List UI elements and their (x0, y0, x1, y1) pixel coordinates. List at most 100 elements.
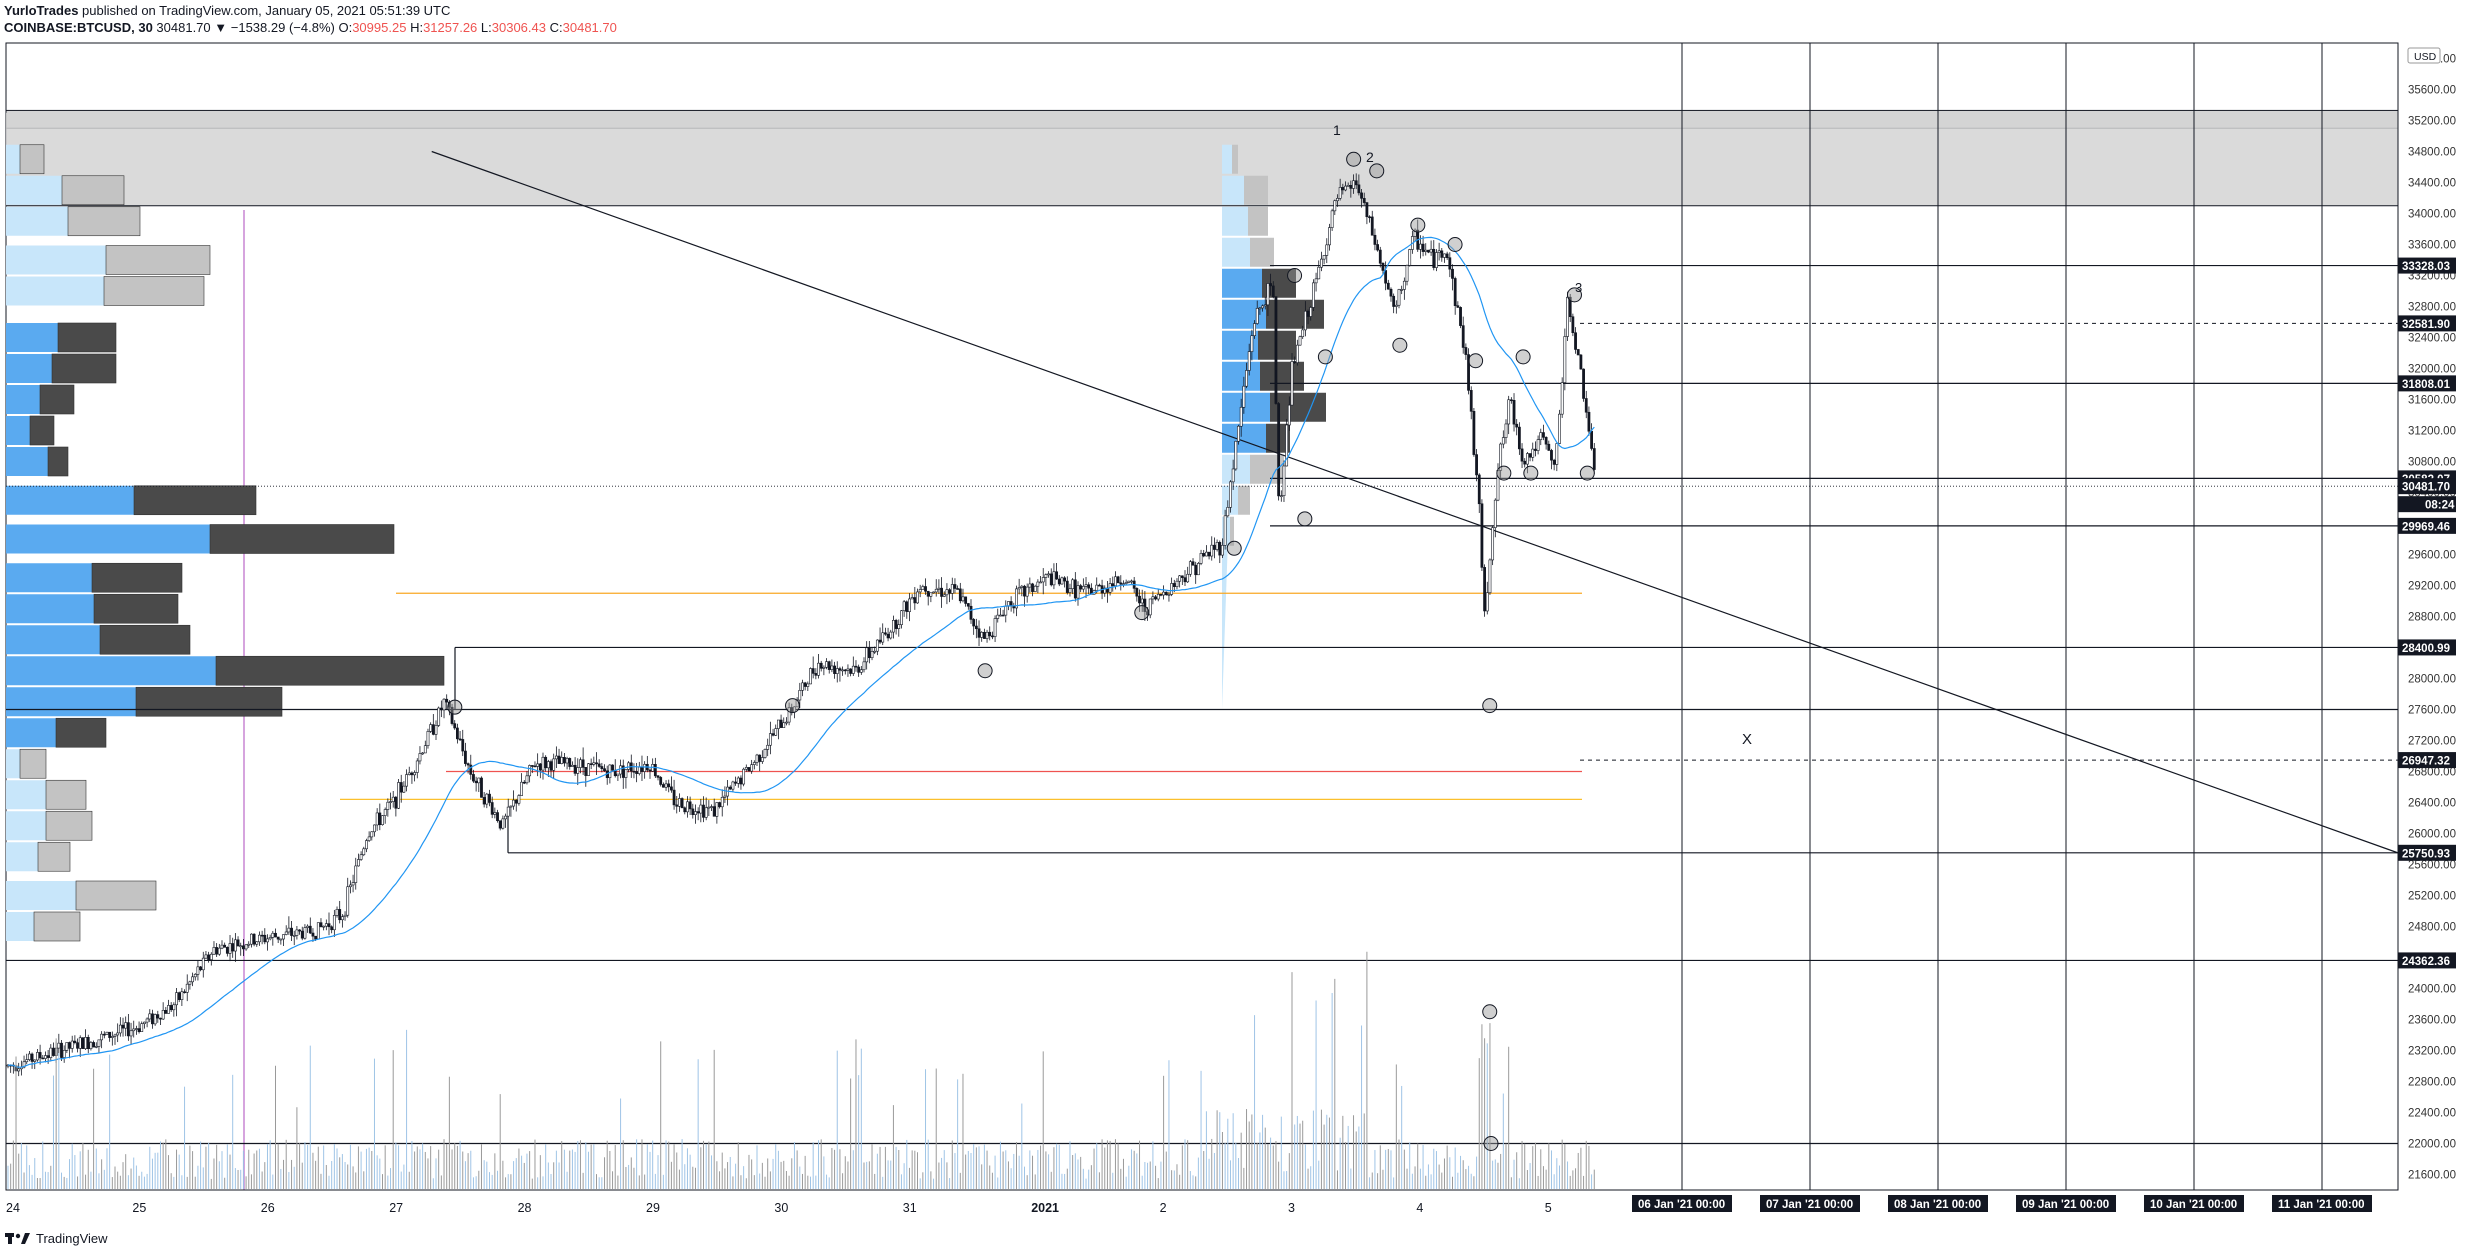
candle-body (1373, 234, 1377, 245)
pivot-circle-marker (1447, 237, 1463, 252)
price-axis-tick-label: 23200.00 (2408, 1046, 2456, 1058)
candle-body (1405, 265, 1409, 282)
candle-body (469, 764, 473, 775)
candle-body (958, 588, 962, 602)
candle-body (627, 762, 631, 770)
volume-profile-bar (99, 624, 191, 655)
candle-body (1279, 495, 1283, 498)
volume-profile-bar (67, 206, 141, 237)
candle-body (330, 926, 334, 931)
candle-body (1269, 283, 1273, 287)
candle-body (867, 647, 871, 659)
candle-body (423, 745, 427, 754)
volume-profile-bar (57, 322, 117, 353)
close-value: 30481.70 (562, 20, 617, 35)
price-axis-tick-label: 31200.00 (2408, 426, 2456, 438)
candle-body (183, 991, 186, 994)
open-value: 30995.25 (352, 20, 407, 35)
candle-body (126, 1022, 130, 1037)
candle-body (1419, 243, 1422, 250)
volume-profile-bar (6, 625, 100, 655)
tradingview-footer[interactable]: TradingView (4, 1230, 108, 1246)
price-axis-tick-label: 22800.00 (2408, 1077, 2456, 1089)
candle-body (1480, 503, 1484, 568)
session-profile-bar (1244, 175, 1268, 205)
candle-body (704, 807, 708, 818)
volume-profile-bar (51, 353, 117, 384)
candle-body (145, 1018, 149, 1023)
candle-body (17, 1068, 21, 1072)
candle-body (932, 591, 935, 594)
candle-body (1429, 248, 1433, 253)
candle-body (276, 936, 280, 940)
candle-body (252, 933, 256, 945)
candle-body (1584, 398, 1588, 413)
volume-profile-bar (6, 524, 210, 554)
candle-body (308, 925, 312, 934)
candle-body (969, 605, 973, 620)
candle-body (1274, 296, 1278, 404)
price-tag (2398, 639, 2456, 656)
candle-body (1079, 585, 1083, 590)
candle-body (1194, 564, 1198, 576)
candle-body (1528, 453, 1532, 458)
time-axis-tick-label: 28 (518, 1201, 532, 1215)
candle-body (1234, 440, 1238, 470)
candle-body (1293, 361, 1297, 363)
candle-body (322, 925, 326, 928)
pivot-circle-marker (1566, 287, 1582, 303)
volume-profile-bar (215, 655, 445, 686)
candle-body (1392, 295, 1396, 307)
candle-body (1542, 432, 1545, 438)
candle-body (1592, 448, 1596, 470)
candle-body (530, 765, 534, 767)
candle-body (81, 1037, 85, 1049)
candle-body (161, 1010, 165, 1020)
candle-body (169, 1005, 173, 1011)
price-axis-tick-label: 23600.00 (2408, 1015, 2456, 1027)
candle-body (892, 620, 895, 633)
time-axis-tick-label: 5 (1545, 1201, 1552, 1215)
candle-body (105, 1031, 109, 1035)
volume-profile-bar (6, 749, 20, 779)
candle-body (985, 631, 989, 639)
candle-body (493, 812, 497, 815)
candle-body (715, 802, 719, 817)
volume-profile-bar (6, 175, 62, 205)
candle-body (129, 1030, 133, 1037)
publisher-name[interactable]: YurloTrades (4, 3, 79, 18)
candle-body (193, 973, 197, 978)
candle-body (1459, 307, 1462, 326)
time-axis-tick-label: 26 (261, 1201, 275, 1215)
price-tag (2398, 952, 2456, 969)
candles-group (6, 173, 1596, 1077)
candle-body (522, 781, 526, 784)
candle-body (426, 731, 430, 746)
volume-profile-bar (6, 323, 58, 352)
candle-body (30, 1053, 34, 1062)
candle-body (485, 793, 489, 805)
candle-body (1271, 285, 1275, 298)
price-tag-label: 28400.99 (2402, 643, 2450, 655)
candle-body (49, 1047, 53, 1058)
candle-body (707, 806, 711, 809)
candle-body (763, 749, 767, 758)
candle-body (712, 806, 716, 817)
candle-body (1124, 582, 1128, 584)
candle-body (1376, 244, 1380, 251)
candle-body (1349, 185, 1353, 189)
candle-body (1590, 430, 1594, 449)
candle-body (373, 824, 376, 833)
candle-body (814, 673, 818, 676)
time-axis-tick-label: 31 (903, 1201, 917, 1215)
candle-body (1290, 361, 1294, 406)
volume-profile-bar (33, 911, 81, 942)
candle-body (1451, 268, 1454, 279)
candle-body (386, 801, 390, 810)
price-tag-label: 30481.70 (2402, 482, 2450, 494)
candle-body (603, 768, 606, 772)
pivot-circle-marker (1134, 605, 1150, 621)
candle-body (1517, 426, 1521, 450)
candle-body (512, 799, 515, 807)
